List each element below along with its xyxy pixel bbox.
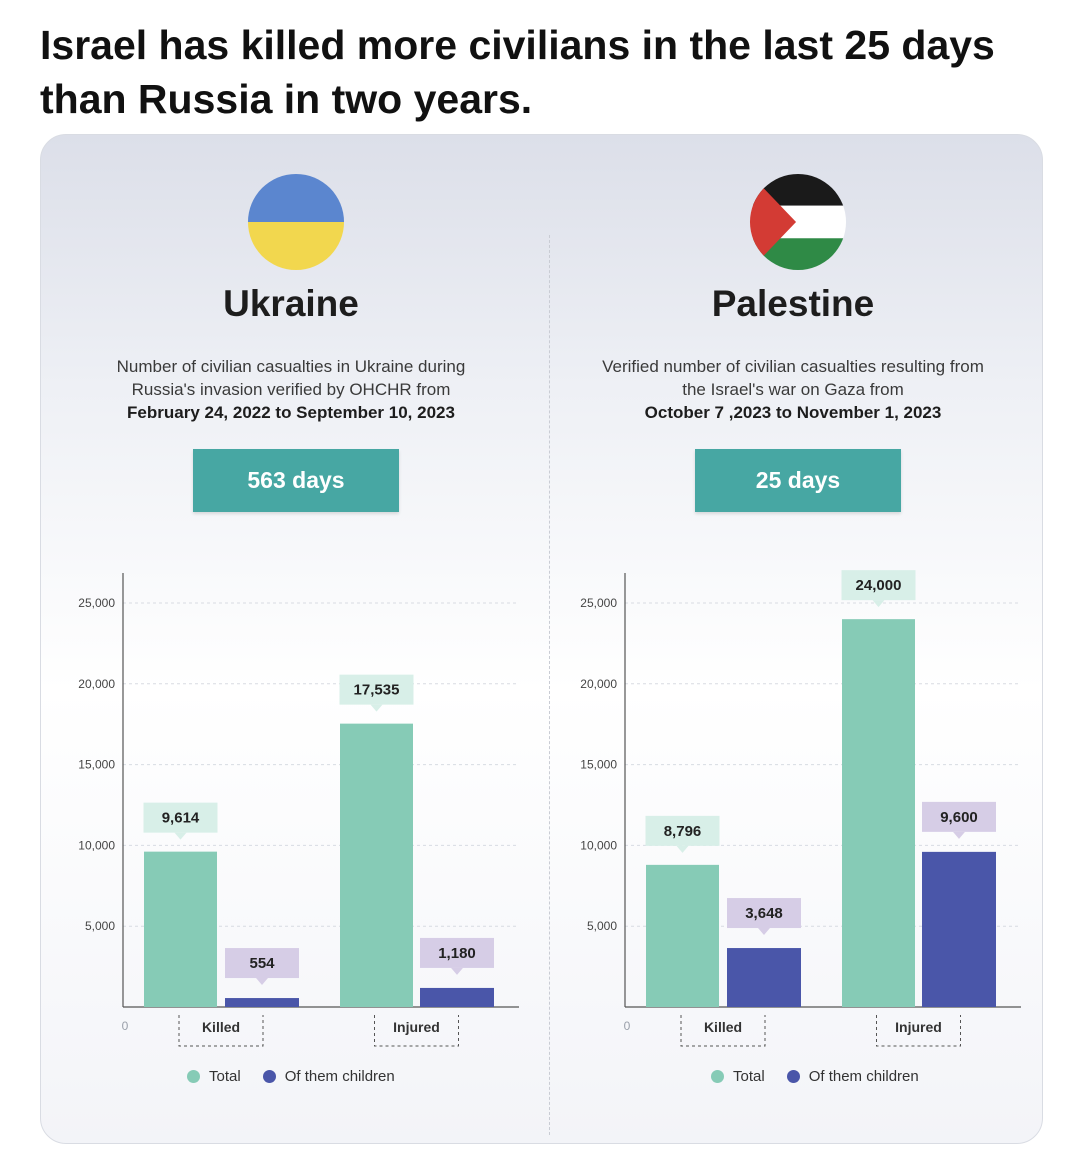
bar-children — [922, 851, 996, 1007]
data-label-children: 554 — [249, 955, 275, 972]
legend-children: Of them children — [262, 1068, 395, 1085]
headline: Israel has killed more civilians in the … — [40, 22, 995, 122]
legend-total-label: Total — [209, 1068, 241, 1085]
legend-children-label: Of them children — [808, 1068, 919, 1085]
data-label-total: 17,535 — [354, 682, 400, 699]
ukraine-flag-icon — [247, 173, 345, 271]
country-title: Palestine — [711, 283, 875, 324]
y-tick-label: 15,000 — [580, 758, 617, 772]
legend-total-swatch — [187, 1070, 200, 1083]
days-badge: 563 days — [193, 449, 399, 512]
data-label-bg — [922, 801, 996, 832]
center-divider — [549, 235, 550, 1135]
data-label-total: 24,000 — [856, 577, 902, 594]
desc-line-1: Number of civilian casualties in Ukraine… — [116, 357, 466, 376]
date-range: February 24, 2022 to September 10, 2023 — [127, 403, 455, 422]
infographic-card: Ukraine Number of civilian casualties in… — [40, 134, 1043, 1144]
palestine-bar-chart: 0 5,000 10,000 15,000 20,000 25,000 8,796 3,648… — [580, 570, 1021, 1047]
legend-total: Total — [187, 1068, 241, 1085]
y-tick-label: 5,000 — [587, 919, 617, 933]
ukraine-bar-chart: 0 5,000 10,000 15,000 20,000 25,000 9,614 554 Ki… — [78, 573, 519, 1047]
data-label-pointer — [174, 832, 187, 840]
desc-line-1: Verified number of civilian casualties r… — [602, 357, 984, 376]
panel-description: Verified number of civilian casualties r… — [573, 355, 1013, 424]
data-label-pointer — [256, 978, 268, 986]
data-label-bg — [841, 570, 916, 601]
y-tick-label: 25,000 — [78, 596, 115, 610]
y-tick-label: 10,000 — [78, 838, 115, 852]
category-bracket — [680, 1015, 766, 1047]
chart-legend: Total Of them children — [187, 1068, 417, 1085]
data-label-children: 9,600 — [940, 809, 978, 826]
x-category-label: Killed — [202, 1019, 240, 1035]
date-range: October 7 ,2023 to November 1, 2023 — [644, 403, 942, 422]
country-title: Ukraine — [223, 283, 359, 324]
chart-legend: Total Of them children — [711, 1068, 941, 1085]
data-label-bg — [143, 802, 218, 833]
desc-line-2: Russia's invasion verified by OHCHR from — [131, 380, 451, 399]
desc-line-2: the Israel's war on Gaza from — [682, 380, 904, 399]
data-label-pointer — [953, 831, 965, 839]
data-label-bg — [225, 948, 299, 979]
data-label-bg — [339, 674, 414, 705]
data-label-pointer — [758, 928, 770, 936]
bar-total — [842, 619, 915, 1007]
legend-children-label: Of them children — [284, 1068, 395, 1085]
bar-total — [144, 851, 217, 1007]
bar-total — [646, 864, 719, 1007]
palestine-panel: Palestine Verified number of civilian ca… — [543, 135, 1042, 1143]
category-bracket — [374, 1015, 459, 1047]
legend-total-label: Total — [733, 1068, 765, 1085]
x-category-label: Injured — [393, 1019, 440, 1035]
bar-total — [340, 723, 413, 1007]
data-label-total: 9,614 — [162, 810, 200, 827]
panel-description: Number of civilian casualties in Ukraine… — [71, 355, 511, 424]
y-tick-label: 20,000 — [78, 677, 115, 691]
y-tick-label: 0 — [122, 1019, 129, 1033]
legend-total-swatch — [711, 1070, 724, 1083]
data-label-children: 3,648 — [745, 905, 783, 922]
bar-children — [420, 987, 494, 1007]
y-tick-label: 0 — [624, 1019, 631, 1033]
legend-children: Of them children — [786, 1068, 919, 1085]
bar-children — [225, 998, 299, 1007]
data-label-bg — [420, 937, 494, 968]
data-label-bg — [645, 815, 720, 846]
legend-children-swatch — [262, 1070, 276, 1083]
data-label-pointer — [872, 600, 885, 608]
y-tick-label: 15,000 — [78, 758, 115, 772]
data-label-total: 8,796 — [664, 823, 702, 840]
y-tick-label: 10,000 — [580, 838, 617, 852]
data-label-pointer — [370, 704, 383, 712]
y-tick-label: 5,000 — [85, 919, 115, 933]
palestine-flag-icon — [749, 173, 847, 271]
category-bracket — [876, 1015, 961, 1047]
legend-total: Total — [711, 1068, 765, 1085]
days-badge: 25 days — [695, 449, 901, 512]
x-category-label: Injured — [895, 1019, 942, 1035]
y-tick-label: 25,000 — [580, 596, 617, 610]
data-label-pointer — [451, 967, 463, 975]
data-label-children: 1,180 — [438, 945, 476, 962]
category-bracket — [178, 1015, 264, 1047]
y-tick-label: 20,000 — [580, 677, 617, 691]
x-category-label: Killed — [704, 1019, 742, 1035]
ukraine-panel: Ukraine Number of civilian casualties in… — [41, 135, 541, 1143]
bar-children — [727, 948, 801, 1007]
data-label-bg — [727, 898, 801, 929]
data-label-pointer — [676, 845, 689, 853]
legend-children-swatch — [786, 1070, 800, 1083]
